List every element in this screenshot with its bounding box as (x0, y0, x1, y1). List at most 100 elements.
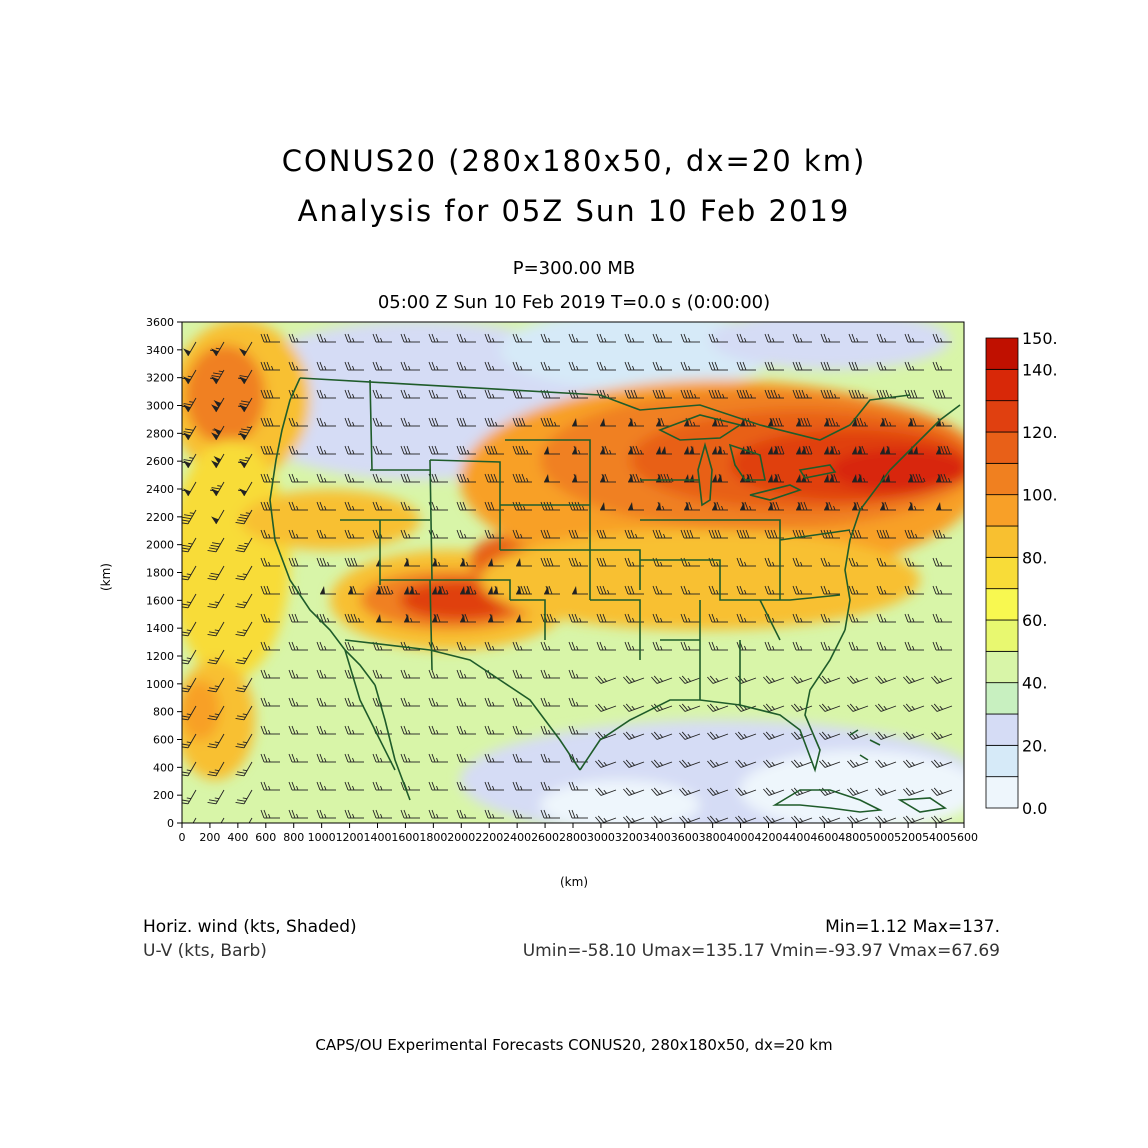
x-tick-label: 4000 (727, 831, 755, 844)
cuba (772, 789, 883, 813)
x-tick-label: 5000 (866, 831, 894, 844)
y-tick-label: 2200 (146, 511, 174, 524)
y-tick-label: 1600 (146, 594, 174, 607)
x-tick-label: 1800 (419, 831, 447, 844)
y-tick-label: 600 (153, 734, 174, 747)
y-tick-label: 1800 (146, 567, 174, 580)
x-tick-label: 5400 (922, 831, 950, 844)
x-tick-label: 200 (199, 831, 220, 844)
colorbar-swatch (985, 400, 1019, 433)
x-tick-label: 3000 (587, 831, 615, 844)
hispaniola (897, 797, 948, 813)
gulf-coast (579, 629, 846, 773)
x-tick-label: 4600 (810, 831, 838, 844)
x-tick-label: 4400 (782, 831, 810, 844)
y-tick-label: 3000 (146, 400, 174, 413)
lake-michigan (697, 442, 713, 507)
legend-min-max: Min=1.12 Max=137. (825, 917, 1000, 937)
x-tick-label: 800 (283, 831, 304, 844)
x-tick-label: 2600 (531, 831, 559, 844)
colorbar-swatch (985, 588, 1019, 621)
colorbar-label: 0.0 (1022, 799, 1047, 818)
y-tick-label: 1200 (146, 650, 174, 663)
y-tick-label: 1400 (146, 622, 174, 635)
footer-credit: CAPS/OU Experimental Forecasts CONUS20, … (315, 1036, 833, 1054)
wind-barbs (182, 333, 953, 823)
x-axis-ticks: 0 200 400 600 800 1000 1200 1400 1600 1800 2000 220… (179, 823, 978, 844)
legend-uv-min-max: Umin=-58.10 Umax=135.17 Vmin=-93.97 Vmax… (522, 941, 1000, 961)
colorbar-swatch (985, 619, 1019, 652)
x-tick-label: 400 (227, 831, 248, 844)
colorbar-swatch (985, 368, 1019, 402)
x-tick-label: 2200 (475, 831, 503, 844)
x-tick-label: 600 (255, 831, 276, 844)
state-lines (340, 379, 851, 705)
y-tick-label: 2600 (146, 455, 174, 468)
colorbar-label: 80. (1022, 548, 1047, 567)
colorbar-swatch (985, 556, 1019, 590)
y-tick-label: 2400 (146, 483, 174, 496)
y-tick-label: 3600 (146, 316, 174, 329)
y-tick-label: 2000 (146, 539, 174, 552)
colorbar-swatch (985, 494, 1019, 527)
colorbar-label: 40. (1022, 674, 1047, 693)
y-tick-label: 800 (153, 706, 174, 719)
y-tick-label: 1000 (146, 678, 174, 691)
x-tick-label: 3800 (699, 831, 727, 844)
x-tick-label: 2800 (559, 831, 587, 844)
colorbar-label: 120. (1022, 423, 1058, 442)
colorbar-label: 140. (1022, 360, 1058, 379)
lake-huron (728, 443, 766, 481)
plot-title-line1: CONUS20 (280x180x50, dx=20 km) (281, 144, 867, 178)
y-tick-label: 200 (153, 789, 174, 802)
y-tick-label: 400 (153, 761, 174, 774)
x-tick-label: 2400 (503, 831, 531, 844)
colorbar-swatch (985, 776, 1019, 809)
colorbar-swatch (985, 337, 1019, 370)
colorbar-swatch (985, 525, 1019, 558)
colorbar-swatch (985, 713, 1019, 746)
y-tick-label: 2800 (146, 427, 174, 440)
x-tick-label: 5200 (894, 831, 922, 844)
y-tick-label: 3400 (146, 344, 174, 357)
map-boundaries (269, 377, 961, 813)
x-tick-label: 0 (179, 831, 186, 844)
colorbar-swatch (985, 431, 1019, 464)
colorbar-swatch (985, 682, 1019, 715)
x-tick-label: 1600 (391, 831, 419, 844)
bahamas (849, 729, 881, 761)
x-tick-label: 3400 (643, 831, 671, 844)
legend-shaded-field: Horiz. wind (kts, Shaded) (143, 917, 357, 937)
y-axis-ticks: 0 200 400 600 800 1000 1200 1400 1600 1800 2000 220… (146, 316, 182, 830)
valid-time-label: 05:00 Z Sun 10 Feb 2019 T=0.0 s (0:00:00… (377, 292, 771, 313)
lake-erie (749, 484, 803, 501)
x-tick-label: 4800 (838, 831, 866, 844)
west-coast (269, 377, 376, 686)
mexico-west-coast (344, 649, 411, 801)
y-axis-unit: (km) (99, 562, 114, 592)
x-tick-label: 5600 (950, 831, 978, 844)
colorbar: 150. 140. 120. 100. 80. 60. 40. 20. 0.0 (985, 329, 1058, 818)
x-tick-label: 3600 (671, 831, 699, 844)
pressure-level-label: P=300.00 MB (512, 258, 636, 279)
lake-superior (658, 414, 742, 441)
colorbar-label: 20. (1022, 736, 1047, 755)
x-tick-label: 1400 (364, 831, 392, 844)
x-tick-label: 1000 (308, 831, 336, 844)
plot-title-line2: Analysis for 05Z Sun 10 Feb 2019 (297, 194, 851, 228)
x-tick-label: 4200 (755, 831, 783, 844)
y-tick-label: 3200 (146, 372, 174, 385)
colorbar-label: 100. (1022, 486, 1058, 505)
x-tick-label: 3200 (615, 831, 643, 844)
colorbar-swatch (985, 462, 1019, 496)
y-tick-label: 0 (167, 817, 174, 830)
x-axis-unit: (km) (560, 875, 589, 889)
us-canada-border (299, 377, 911, 441)
us-mexico-border (344, 639, 581, 771)
colorbar-label: 150. (1022, 329, 1058, 348)
x-tick-label: 1200 (336, 831, 364, 844)
colorbar-label: 60. (1022, 611, 1047, 630)
east-coast (844, 404, 961, 631)
lake-ontario (798, 464, 837, 479)
